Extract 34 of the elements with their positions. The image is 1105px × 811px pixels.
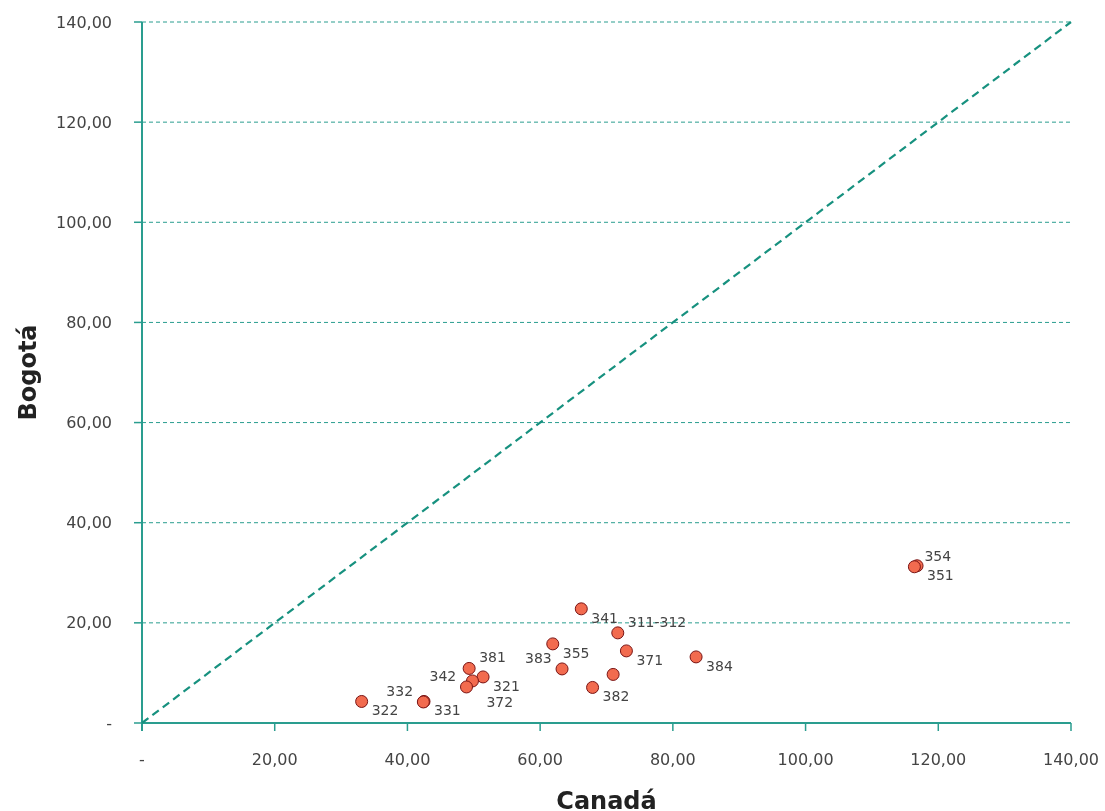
y-tick-label: - (106, 713, 112, 733)
annotation: 311-312 (627, 613, 687, 630)
annotation: 355 (562, 644, 590, 661)
x-axis-title: Canadá (556, 787, 657, 811)
y-tick-label: 20,00 (66, 613, 112, 633)
x-tick-label: 100,00 (777, 750, 834, 769)
annotation: 351 (927, 566, 954, 583)
annotation: 342 (429, 667, 457, 684)
annotation: 382 (602, 688, 630, 705)
x-tick-label: 80,00 (649, 750, 696, 769)
x-tick-label: 20,00 (251, 750, 298, 769)
y-tick-label: 80,00 (66, 313, 112, 333)
annotation: 371 (636, 651, 664, 668)
annotation: 383 (525, 649, 552, 666)
x-tick-label: - (139, 750, 145, 769)
annotation: 372 (486, 693, 514, 710)
annotation: 331 (434, 702, 461, 719)
annotation: 321 (493, 677, 520, 694)
x-tick-label: 40,00 (384, 750, 431, 769)
annotation: 332 (386, 682, 414, 699)
annotation: 381 (479, 649, 506, 666)
y-axis-title: Bogotá (14, 324, 42, 421)
annotation: 341 (591, 609, 619, 626)
annotation: 354 (924, 547, 952, 564)
x-tick-label: 140,00 (1043, 750, 1099, 769)
annotation: 384 (706, 657, 733, 674)
y-tick-label: 100,00 (56, 212, 112, 232)
y-tick-label: 120,00 (56, 112, 112, 132)
y-tick-label: 140,00 (56, 12, 112, 32)
annotation: 322 (371, 702, 399, 719)
x-tick-label: 120,00 (910, 750, 967, 769)
y-tick-label: 40,00 (66, 513, 112, 533)
y-tick-label: 60,00 (66, 413, 112, 433)
x-tick-label: 60,00 (517, 750, 564, 769)
